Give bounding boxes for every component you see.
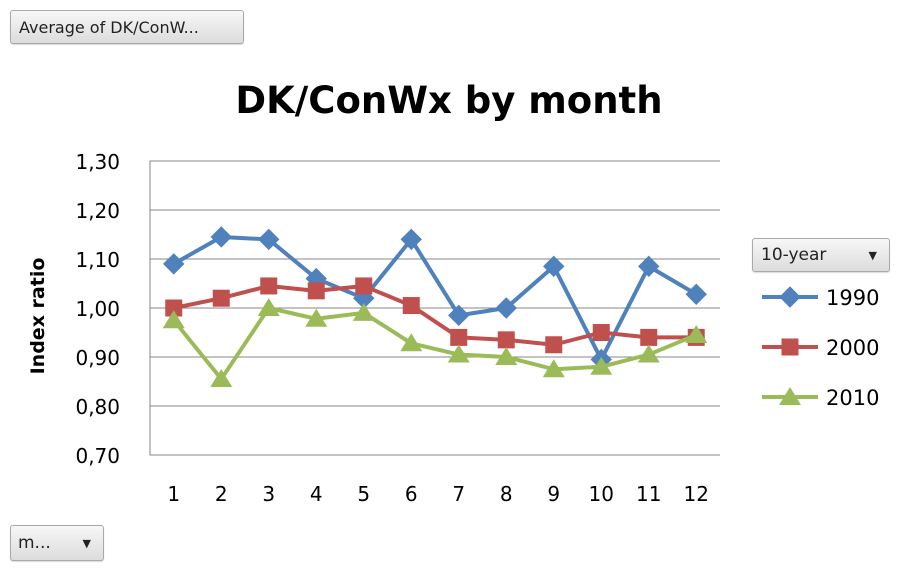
series-line — [172, 306, 698, 382]
x-tick-label: 2 — [215, 482, 228, 506]
chevron-down-icon: ▼ — [82, 536, 91, 550]
chart-title: DK/ConWx by month — [235, 79, 662, 122]
y-tick-label: 1,00 — [75, 297, 120, 321]
legend: 1990 2000 2010 — [762, 286, 879, 410]
legend-marker — [781, 338, 799, 356]
data-point — [352, 302, 375, 321]
y-tick-label: 0,80 — [75, 395, 120, 419]
data-point — [257, 298, 280, 316]
data-point — [685, 283, 707, 305]
x-tick-labels: 1 2 3 4 5 6 7 8 9 10 11 12 — [167, 482, 709, 506]
x-tick-label: 10 — [589, 482, 614, 506]
data-point — [448, 304, 470, 327]
x-tick-label: 7 — [452, 482, 465, 506]
x-tick-label: 11 — [636, 482, 661, 506]
value-field-button[interactable]: Average of DK/ConW... — [10, 10, 244, 44]
data-point — [162, 310, 185, 329]
x-tick-label: 9 — [547, 482, 560, 506]
series-line — [172, 234, 698, 362]
series-1990 — [163, 226, 707, 371]
y-tick-labels: 0,70 0,80 0,90 1,00 1,10 1,20 1,30 — [75, 150, 120, 468]
value-field-label: Average of DK/ConW... — [19, 17, 199, 37]
y-tick-label: 0,70 — [75, 444, 120, 468]
x-tick-label: 8 — [500, 482, 513, 506]
data-point — [495, 297, 517, 319]
legend-label: 2010 — [826, 386, 879, 410]
y-axis-label: Index ratio — [27, 258, 49, 375]
x-tick-label: 6 — [405, 482, 418, 506]
legend-marker — [779, 387, 801, 405]
y-tick-label: 1,10 — [75, 248, 120, 272]
x-tick-label: 4 — [310, 482, 323, 506]
data-point — [685, 324, 708, 343]
data-point — [497, 331, 515, 349]
axis-field-dropdown[interactable]: m... ▼ — [10, 525, 104, 561]
y-tick-label: 0,90 — [75, 346, 120, 370]
x-tick-label: 5 — [357, 482, 370, 506]
data-point — [210, 226, 232, 248]
y-tick-label: 1,30 — [75, 150, 120, 174]
data-point — [210, 369, 233, 388]
axis-field-label: m... — [18, 533, 51, 553]
data-point — [640, 328, 658, 346]
data-point — [355, 277, 373, 295]
series-group — [162, 226, 708, 388]
legend-entry: 2010 — [762, 386, 879, 410]
data-point — [637, 344, 660, 363]
data-point — [402, 297, 420, 315]
y-tick-label: 1,20 — [75, 199, 120, 223]
data-point — [260, 277, 278, 295]
data-point — [450, 328, 468, 346]
data-point — [543, 255, 565, 278]
x-tick-label: 3 — [262, 482, 275, 506]
x-tick-label: 1 — [167, 482, 180, 506]
data-point — [163, 253, 185, 275]
data-point — [592, 324, 610, 341]
legend-entry: 1990 — [762, 286, 879, 310]
data-point — [307, 282, 325, 300]
gridlines — [149, 160, 720, 456]
data-point — [545, 336, 563, 354]
legend-marker — [779, 286, 801, 308]
data-point — [638, 255, 660, 278]
chevron-down-icon: ▼ — [868, 248, 877, 262]
data-point — [590, 356, 613, 375]
data-point — [495, 347, 518, 365]
legend-label: 2000 — [826, 336, 879, 360]
data-point — [447, 344, 470, 363]
data-point — [305, 308, 328, 327]
data-point — [400, 333, 423, 352]
data-point — [400, 228, 422, 251]
series-2010 — [162, 298, 708, 388]
legend-field-label: 10-year — [761, 245, 827, 265]
legend-label: 1990 — [826, 286, 879, 310]
data-point — [542, 359, 565, 378]
legend-entry: 2000 — [762, 336, 879, 360]
data-point — [212, 289, 230, 307]
legend-field-dropdown[interactable]: 10-year ▼ — [752, 238, 890, 272]
data-point — [258, 228, 280, 251]
data-point — [165, 299, 183, 317]
x-tick-label: 12 — [684, 482, 709, 506]
